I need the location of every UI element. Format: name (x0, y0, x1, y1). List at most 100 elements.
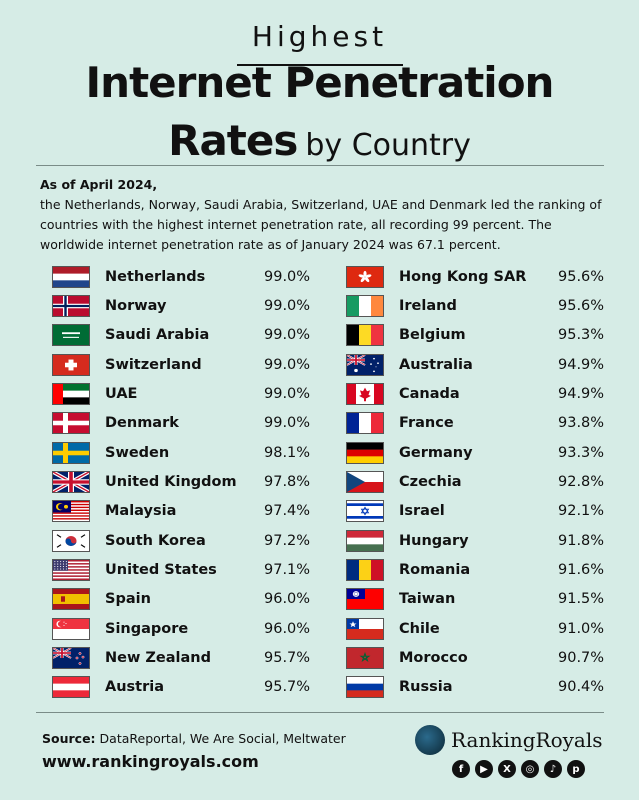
country-name: New Zealand (105, 650, 212, 667)
new-zealand-flag-icon (52, 647, 90, 670)
table-row: Denmark 99.0% (52, 409, 312, 438)
russia-flag-icon (346, 676, 384, 699)
country-name: Belgium (399, 327, 466, 344)
table-row: United States 97.1% (52, 556, 312, 585)
penetration-rate: 97.1% (264, 562, 311, 578)
table-row: Romania 91.6% (346, 556, 606, 585)
title-small-text: Highest (251, 20, 388, 53)
title-second-line: Rates by Country (0, 116, 639, 165)
country-name: South Korea (105, 532, 206, 549)
penetration-rate: 97.4% (264, 503, 311, 520)
country-name: Czechia (399, 473, 462, 490)
country-name: Sweden (105, 444, 170, 461)
canada-flag-icon (346, 382, 384, 405)
table-row: Morocco 90.7% (346, 644, 606, 673)
romania-flag-icon (346, 559, 384, 581)
title-main: Internet Penetration (85, 58, 555, 107)
hong-kong-flag-icon (346, 265, 384, 288)
penetration-rate: 95.7% (264, 650, 311, 667)
table-row: Chile 91.0% (346, 614, 606, 643)
penetration-rate: 98.1% (264, 444, 311, 461)
table-row: France 93.8% (346, 409, 606, 438)
austria-flag-icon (52, 676, 90, 699)
penetration-rate: 92.8% (558, 473, 605, 490)
country-name: Taiwan (399, 591, 456, 608)
south-korea-flag-icon (52, 529, 90, 552)
country-name: Switzerland (105, 356, 202, 373)
table-row: Israel 92.1% (346, 497, 606, 526)
morocco-flag-icon (346, 647, 384, 670)
country-name: Hong Kong SAR (399, 268, 527, 285)
penetration-rate: 99.0% (264, 268, 311, 285)
country-name: United Kingdom (105, 473, 237, 490)
switzerland-flag-icon (52, 353, 90, 376)
penetration-rate: 94.9% (558, 356, 605, 373)
penetration-rate: 99.0% (264, 297, 311, 314)
penetration-rate: 91.0% (558, 620, 605, 637)
taiwan-flag-icon (346, 588, 384, 611)
table-row: Switzerland 99.0% (52, 350, 312, 379)
pinterest-icon[interactable]: p (567, 760, 585, 778)
title-rates: Rates (168, 116, 298, 165)
netherlands-flag-icon (52, 265, 90, 288)
table-row: Norway 99.0% (52, 291, 312, 320)
country-name: Austria (105, 679, 165, 696)
country-name: Canada (399, 385, 460, 402)
country-name: Morocco (399, 650, 468, 667)
spain-flag-icon (52, 588, 90, 611)
table-row: Austria 95.7% (52, 673, 312, 702)
country-name: Saudi Arabia (105, 327, 210, 344)
website-url[interactable]: www.rankingroyals.com (42, 752, 259, 771)
x-icon[interactable]: X (498, 760, 516, 778)
table-row: Australia 94.9% (346, 350, 606, 379)
table-row: Czechia 92.8% (346, 467, 606, 496)
divider-bottom (36, 712, 604, 713)
australia-flag-icon (346, 353, 384, 376)
country-name: Malaysia (105, 503, 177, 520)
country-name: Netherlands (105, 268, 206, 285)
country-name: Singapore (105, 620, 189, 637)
table-row: Spain 96.0% (52, 585, 312, 614)
brand-logo: RankingRoyals (415, 725, 603, 755)
denmark-flag-icon (52, 412, 90, 435)
tiktok-icon[interactable]: ♪ (544, 760, 562, 778)
penetration-rate: 91.8% (558, 532, 605, 549)
table-row: Belgium 95.3% (346, 321, 606, 350)
table-row: Taiwan 91.5% (346, 585, 606, 614)
intro-lead: As of April 2024, (40, 177, 158, 192)
penetration-rate: 94.9% (558, 385, 605, 402)
penetration-rate: 93.8% (558, 415, 605, 432)
malaysia-flag-icon (52, 500, 90, 523)
penetration-rate: 95.6% (558, 297, 605, 314)
globe-icon (415, 725, 445, 755)
country-name: Australia (399, 356, 473, 373)
facebook-icon[interactable]: f (452, 760, 470, 778)
table-row: Canada 94.9% (346, 379, 606, 408)
penetration-rate: 99.0% (264, 327, 311, 344)
uae-flag-icon (52, 382, 90, 405)
divider-top (36, 165, 604, 166)
penetration-rate: 99.0% (264, 356, 311, 373)
country-name: Chile (399, 620, 440, 637)
penetration-rate: 95.7% (264, 679, 311, 696)
instagram-icon[interactable]: ◎ (521, 760, 539, 778)
table-row: Hong Kong SAR 95.6% (346, 262, 606, 291)
country-name: Hungary (399, 532, 469, 549)
penetration-rate: 90.7% (558, 650, 605, 667)
belgium-flag-icon (346, 324, 384, 347)
country-name: Ireland (399, 297, 457, 314)
country-name: Israel (399, 503, 445, 520)
brand-name: RankingRoyals (451, 728, 603, 752)
country-name: UAE (105, 385, 138, 402)
ireland-flag-icon (346, 294, 384, 317)
country-name: United States (105, 562, 217, 578)
table-row: New Zealand 95.7% (52, 644, 312, 673)
country-name: Russia (399, 679, 453, 696)
germany-flag-icon (346, 441, 384, 464)
intro-body: the Netherlands, Norway, Saudi Arabia, S… (40, 197, 602, 252)
country-name: Norway (105, 297, 167, 314)
united-states-flag-icon (52, 559, 90, 581)
country-name: France (399, 415, 454, 432)
youtube-icon[interactable]: ▶ (475, 760, 493, 778)
france-flag-icon (346, 412, 384, 435)
